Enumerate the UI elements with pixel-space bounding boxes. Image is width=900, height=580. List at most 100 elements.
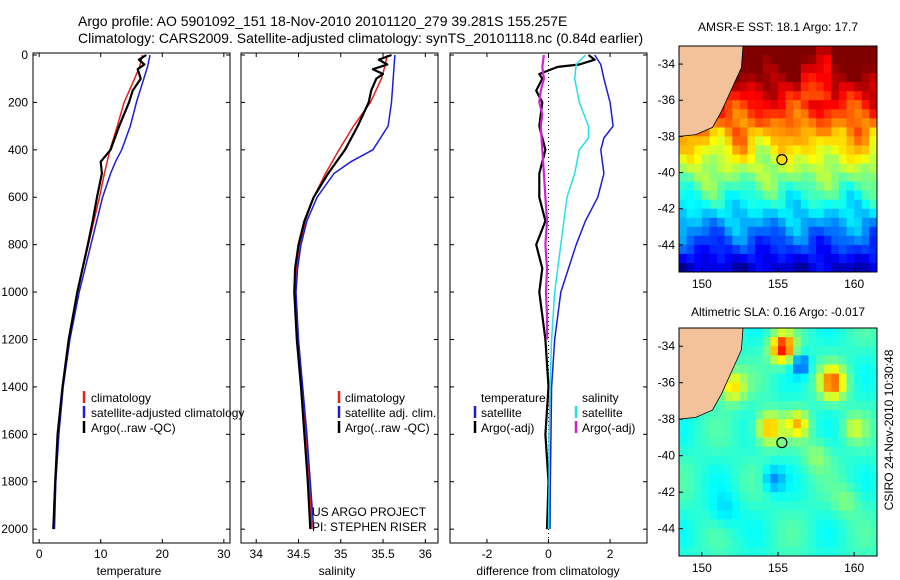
- heatmap-cell: [854, 136, 863, 146]
- heatmap-cell: [701, 208, 710, 219]
- heatmap-cell: [838, 464, 848, 475]
- heatmap-cell: [823, 136, 832, 146]
- heatmap-cell: [808, 473, 817, 484]
- heatmap-cell: [846, 391, 855, 402]
- heatmap-cell: [755, 355, 764, 366]
- heatmap-cell: [755, 235, 764, 246]
- heatmap-cell: [739, 355, 749, 366]
- heatmap-cell: [793, 346, 802, 356]
- heatmap-cell: [838, 217, 848, 228]
- y-tick-label: 400: [8, 143, 28, 157]
- heatmap-cell: [679, 253, 688, 264]
- heatmap-cell: [823, 199, 832, 210]
- heatmap-cell: [816, 100, 825, 110]
- heatmap-cell: [861, 537, 870, 548]
- temperature-panel: 0 200 400 600 800 1000 1200 1400 1600 1800 2000 0 10…: [1, 48, 244, 578]
- heatmap-cell: [739, 464, 749, 475]
- heatmap-cell: [679, 428, 688, 438]
- heatmap-cell: [686, 253, 695, 264]
- heatmap-cell: [686, 455, 695, 466]
- heatmap-cell: [717, 528, 726, 539]
- heatmap-cell: [785, 226, 794, 237]
- heatmap-cell: [709, 263, 718, 272]
- heatmap-cell: [785, 382, 794, 393]
- heatmap-cell: [800, 528, 809, 539]
- series-line-salinity-argo-adj: [538, 54, 549, 340]
- heatmap-cell: [747, 145, 756, 155]
- heatmap-cell: [838, 118, 848, 128]
- heatmap-cell: [861, 492, 870, 502]
- heatmap-cell: [755, 410, 764, 420]
- heatmap-cell: [838, 244, 848, 255]
- heatmap-cell: [869, 464, 877, 475]
- heatmap-cell: [747, 263, 756, 272]
- heatmap-cell: [701, 199, 710, 210]
- heatmap-cell: [747, 483, 756, 493]
- heatmap-cell: [770, 492, 779, 502]
- heatmap-cell: [732, 208, 741, 219]
- heatmap-cell: [861, 337, 870, 347]
- x-tick-label: 30: [217, 547, 231, 561]
- heatmap-cell: [785, 217, 794, 228]
- heatmap-cell: [846, 510, 855, 521]
- heatmap-cell: [785, 373, 794, 384]
- heatmap-cell: [838, 437, 848, 448]
- heatmap-cell: [739, 437, 749, 448]
- heatmap-cell: [831, 118, 840, 128]
- heatmap-cell: [831, 464, 840, 475]
- heatmap-cell: [686, 483, 695, 493]
- heatmap-cell: [869, 419, 877, 429]
- heatmap-cell: [770, 410, 779, 420]
- heatmap-cell: [793, 263, 802, 272]
- heatmap-cell: [679, 483, 688, 493]
- heatmap-cell: [709, 145, 718, 155]
- heatmap-cell: [823, 46, 832, 56]
- y-tick-label: 1600: [1, 427, 28, 441]
- heatmap-cell: [793, 473, 802, 484]
- heatmap-cell: [823, 73, 832, 83]
- heatmap-cell: [679, 546, 688, 556]
- heatmap-cell: [762, 82, 771, 92]
- heatmap-cell: [854, 199, 863, 210]
- heatmap-cell: [739, 391, 749, 402]
- heatmap-cell: [694, 473, 703, 484]
- heatmap-cell: [709, 537, 718, 548]
- heatmap-cell: [808, 217, 817, 228]
- heatmap-cell: [724, 118, 733, 128]
- heatmap-cell: [755, 473, 764, 484]
- heatmap-cell: [701, 428, 710, 438]
- heatmap-cell: [686, 528, 695, 539]
- heatmap-cell: [747, 410, 756, 420]
- heatmap-cell: [831, 492, 840, 502]
- heatmap-cell: [846, 91, 855, 101]
- heatmap-cell: [816, 473, 825, 484]
- heatmap-cell: [838, 492, 848, 502]
- heatmap-cell: [724, 253, 733, 264]
- heatmap-cell: [785, 519, 794, 530]
- heatmap-cell: [732, 419, 741, 429]
- heatmap-cell: [717, 109, 726, 119]
- heatmap-cell: [823, 244, 832, 255]
- heatmap-cell: [846, 172, 855, 183]
- heatmap-cell: [770, 190, 779, 201]
- heatmap-cell: [793, 91, 802, 101]
- heatmap-cell: [861, 46, 870, 56]
- heatmap-cell: [838, 263, 848, 272]
- heatmap-cell: [800, 190, 809, 201]
- heatmap-cell: [793, 226, 802, 237]
- y-tick-label: 600: [8, 190, 28, 204]
- heatmap-cell: [785, 118, 794, 128]
- heatmap-cell: [838, 510, 848, 521]
- heatmap-cell: [831, 419, 840, 429]
- heatmap-cell: [747, 473, 756, 484]
- heatmap-cell: [808, 118, 817, 128]
- heatmap-cell: [869, 373, 877, 384]
- salinity-frame: [240, 52, 439, 544]
- heatmap-cell: [739, 473, 749, 484]
- heatmap-cell: [739, 364, 749, 375]
- heatmap-cell: [709, 483, 718, 493]
- heatmap-cell: [808, 235, 817, 246]
- heatmap-cell: [755, 226, 764, 237]
- heatmap-cell: [846, 127, 855, 137]
- heatmap-cell: [823, 501, 832, 511]
